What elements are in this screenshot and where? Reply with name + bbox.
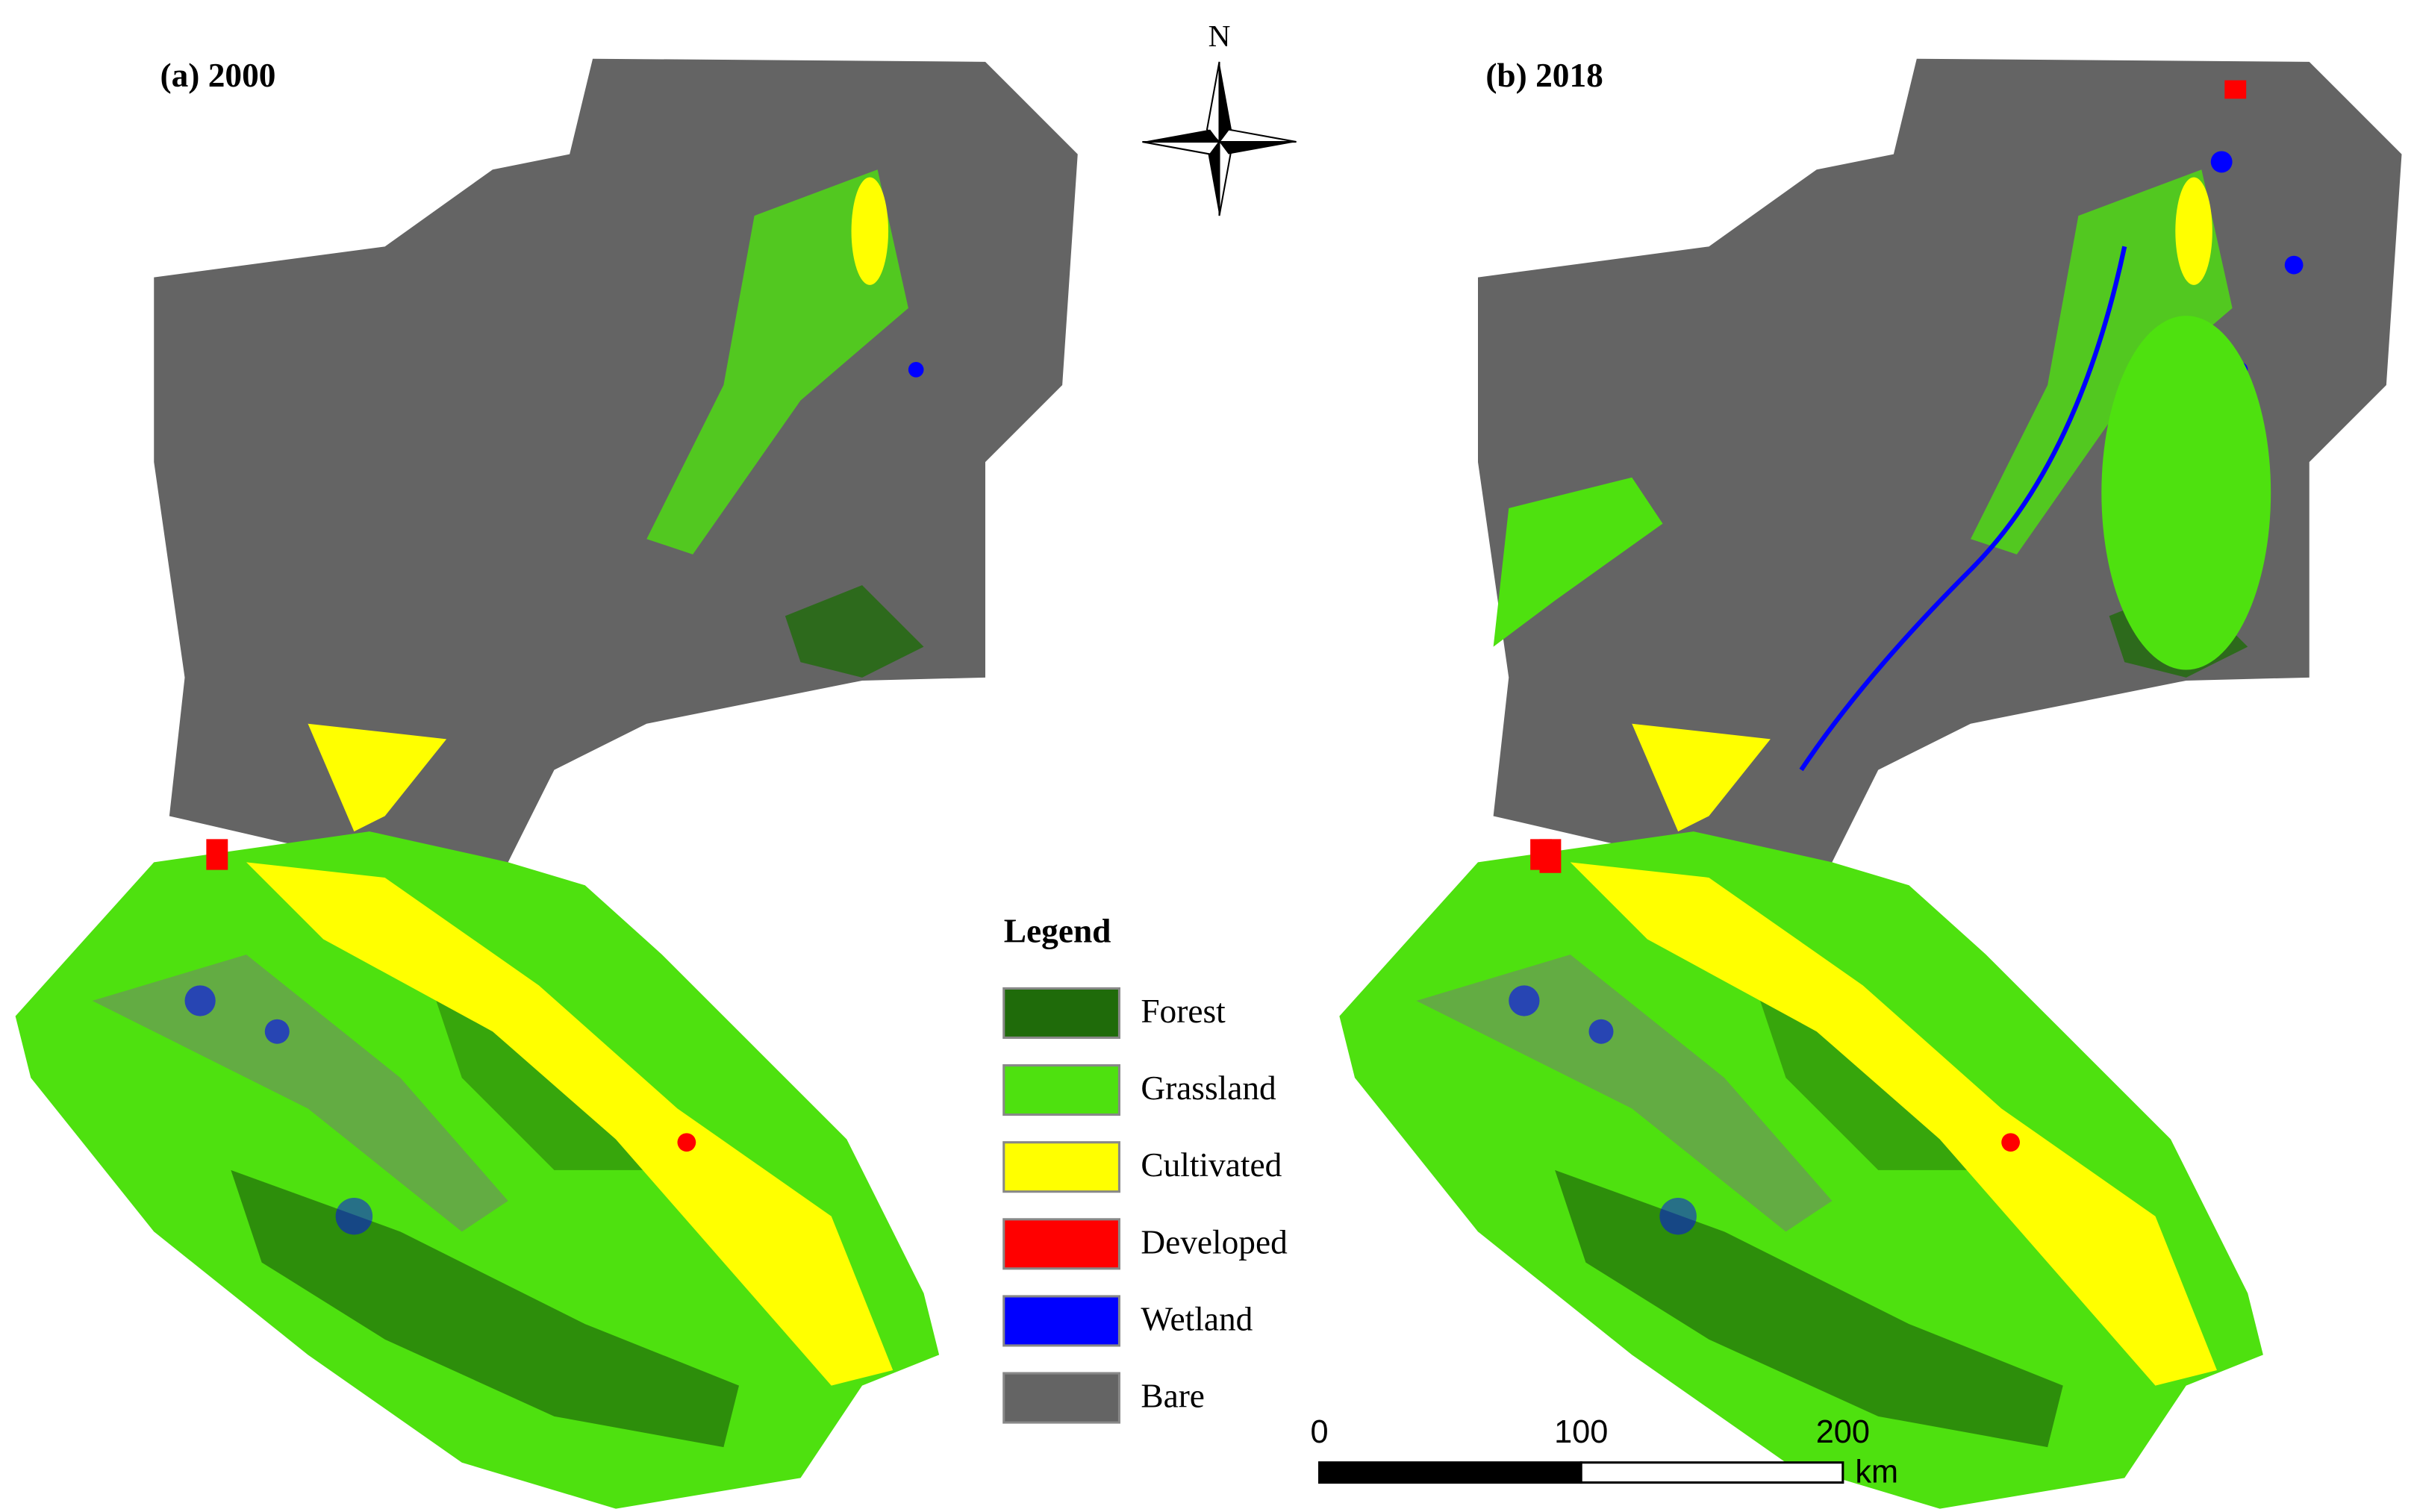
legend-swatch [1002,1218,1120,1270]
scale-segment [1318,1461,1582,1484]
legend-label: Bare [1141,1378,1205,1415]
north-arrow: N [1142,19,1297,216]
legend-label: Wetland [1141,1300,1253,1337]
panel-title: (a) 2000 [160,57,276,94]
scale-bar: 0 100 200 km [1311,1414,1899,1490]
panel-title: (b) 2018 [1485,57,1603,94]
legend-title: Legend [1004,913,1111,950]
scale-label: 200 [1816,1414,1870,1450]
legend-swatch [1002,1295,1120,1347]
map-2000 [15,58,1078,1509]
scale-label: 0 [1311,1414,1329,1450]
scale-segment [1579,1461,1844,1484]
legend-swatch [1002,987,1120,1039]
legend-label: Grassland [1141,1069,1276,1107]
map-2018 [1339,58,2402,1509]
legend: Forest Grassland Cultivated Developed Wetlan… [1002,987,1288,1424]
legend-label: Cultivated [1141,1146,1282,1184]
legend-swatch [1002,1372,1120,1424]
north-label: N [1208,19,1231,53]
scale-label: 100 [1554,1414,1608,1450]
scale-unit: km [1855,1455,1898,1490]
legend-label: Forest [1141,993,1226,1030]
legend-swatch [1002,1141,1120,1193]
legend-label: Developed [1141,1223,1288,1260]
legend-swatch [1002,1064,1120,1116]
